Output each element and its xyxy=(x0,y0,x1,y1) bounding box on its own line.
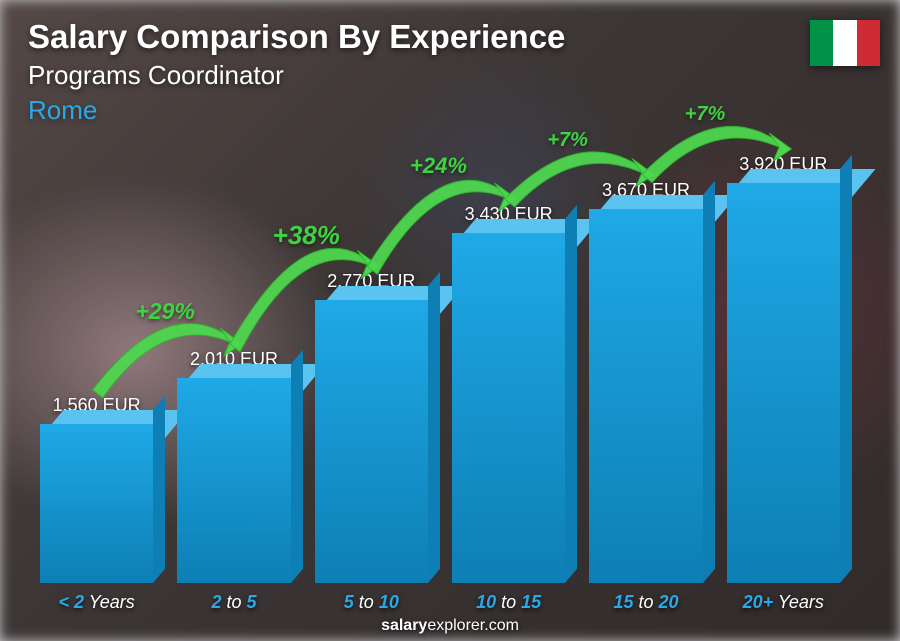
x-axis-label: < 2 Years xyxy=(40,592,153,613)
infographic-content: Salary Comparison By Experience Programs… xyxy=(0,0,900,641)
x-axis-label: 15 to 20 xyxy=(589,592,702,613)
x-axis-label: 5 to 10 xyxy=(315,592,428,613)
x-axis-label: 2 to 5 xyxy=(177,592,290,613)
increase-arrow xyxy=(0,0,900,641)
x-axis-label: 10 to 15 xyxy=(452,592,565,613)
increase-pct-label: +7% xyxy=(685,103,726,126)
x-axis: < 2 Years 2 to 5 5 to 10 10 to 15 15 to 20 20… xyxy=(40,592,840,613)
footer-brand-rest: explorer.com xyxy=(427,617,519,634)
footer-attribution: salaryexplorer.com xyxy=(0,617,900,635)
x-axis-label: 20+ Years xyxy=(727,592,840,613)
footer-brand-bold: salary xyxy=(381,617,427,634)
